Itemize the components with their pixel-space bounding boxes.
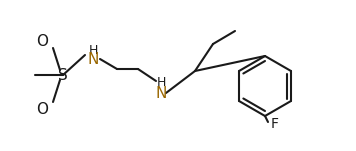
Text: O: O [36, 101, 48, 117]
Text: S: S [58, 67, 68, 82]
Text: O: O [36, 34, 48, 48]
Text: N: N [155, 85, 167, 101]
Text: H: H [88, 43, 98, 56]
Text: N: N [87, 51, 99, 66]
Text: F: F [271, 117, 279, 131]
Text: H: H [156, 77, 166, 90]
